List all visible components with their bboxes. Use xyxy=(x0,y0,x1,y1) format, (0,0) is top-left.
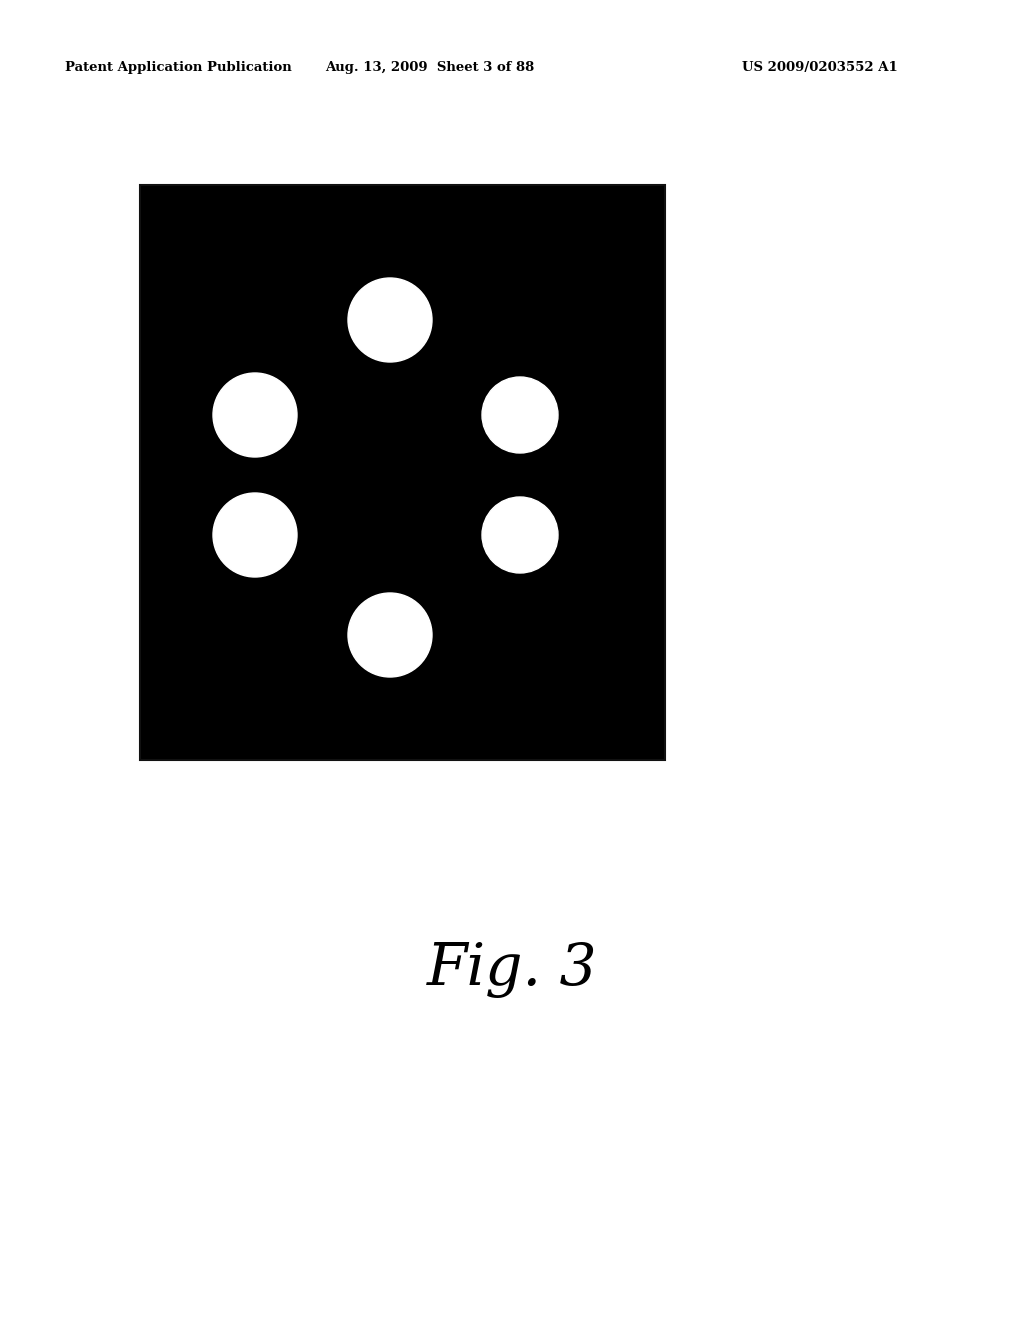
Circle shape xyxy=(482,378,558,453)
Circle shape xyxy=(213,374,297,457)
Circle shape xyxy=(348,593,432,677)
Text: Patent Application Publication: Patent Application Publication xyxy=(65,62,292,74)
Circle shape xyxy=(213,492,297,577)
Text: Aug. 13, 2009  Sheet 3 of 88: Aug. 13, 2009 Sheet 3 of 88 xyxy=(326,62,535,74)
Circle shape xyxy=(348,279,432,362)
Circle shape xyxy=(482,498,558,573)
Text: US 2009/0203552 A1: US 2009/0203552 A1 xyxy=(742,62,898,74)
Bar xyxy=(140,185,665,760)
Text: Fig. 3: Fig. 3 xyxy=(427,941,597,998)
